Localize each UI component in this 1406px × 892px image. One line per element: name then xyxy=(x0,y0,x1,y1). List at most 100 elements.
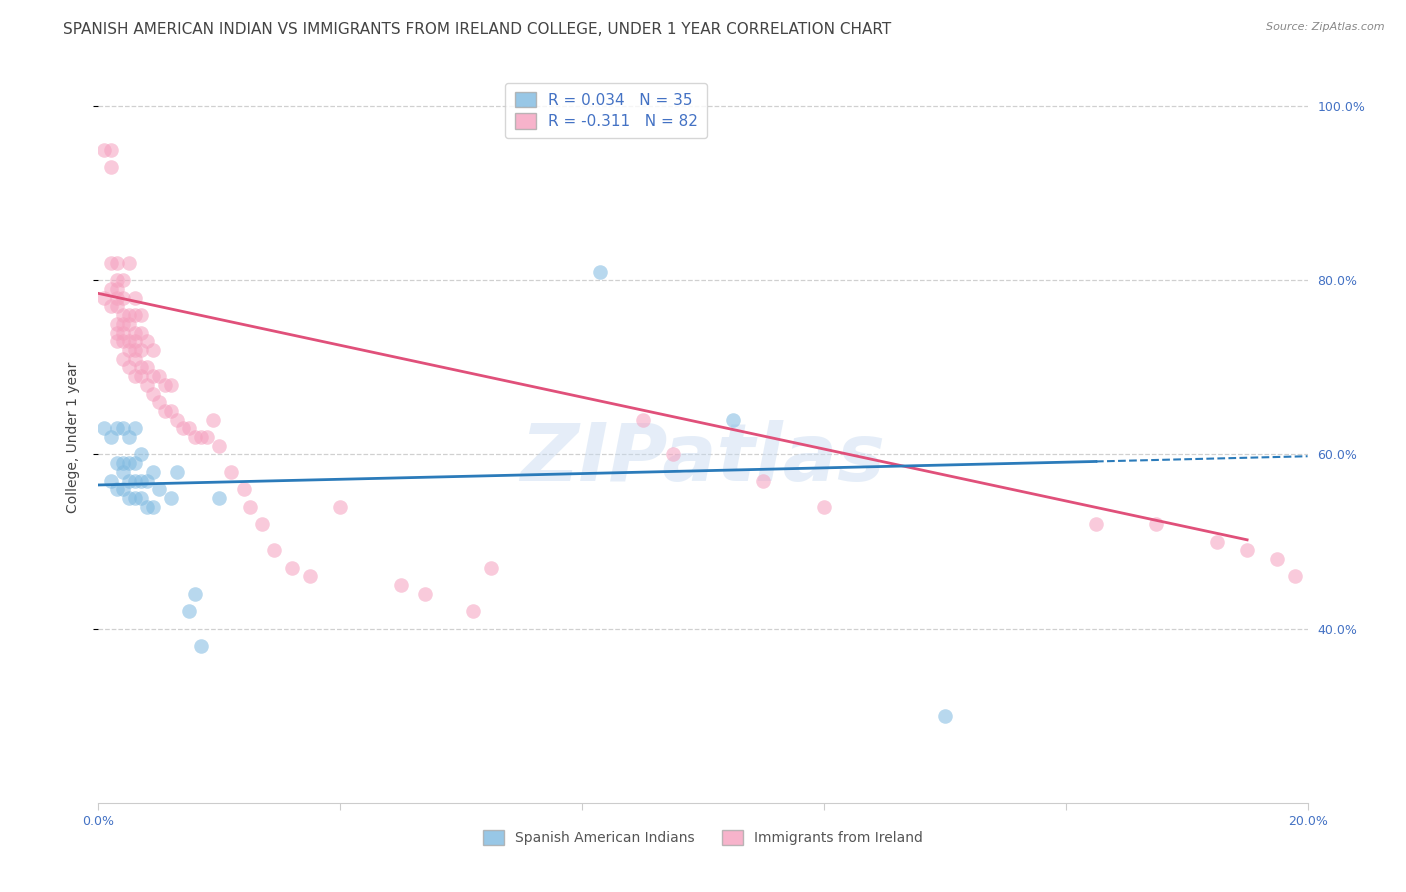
Point xyxy=(118,317,141,331)
Point xyxy=(221,465,243,479)
Point xyxy=(118,430,141,444)
Point xyxy=(111,308,134,322)
Point xyxy=(413,587,436,601)
Point xyxy=(281,560,304,574)
Text: SPANISH AMERICAN INDIAN VS IMMIGRANTS FROM IRELAND COLLEGE, UNDER 1 YEAR CORRELA: SPANISH AMERICAN INDIAN VS IMMIGRANTS FR… xyxy=(63,22,891,37)
Point xyxy=(160,491,183,505)
Point xyxy=(184,430,207,444)
Point xyxy=(111,273,134,287)
Point xyxy=(111,326,134,340)
Point xyxy=(100,282,122,296)
Point xyxy=(111,483,134,497)
Point xyxy=(118,308,141,322)
Point xyxy=(93,291,115,305)
Point xyxy=(124,343,146,357)
Point xyxy=(135,500,157,514)
Point xyxy=(111,351,134,366)
Point xyxy=(813,500,835,514)
Point xyxy=(129,343,152,357)
Point xyxy=(100,143,122,157)
Point xyxy=(160,377,183,392)
Point xyxy=(179,421,201,435)
Point xyxy=(148,395,170,409)
Point xyxy=(263,543,285,558)
Point xyxy=(239,500,262,514)
Point xyxy=(299,569,322,583)
Point xyxy=(105,483,128,497)
Point xyxy=(1267,552,1289,566)
Point xyxy=(389,578,412,592)
Text: ZIPatlas: ZIPatlas xyxy=(520,420,886,498)
Point xyxy=(129,474,152,488)
Point xyxy=(208,491,231,505)
Point xyxy=(752,474,775,488)
Point xyxy=(93,421,115,435)
Point xyxy=(934,708,956,723)
Point xyxy=(135,334,157,349)
Point xyxy=(135,377,157,392)
Point xyxy=(111,317,134,331)
Point xyxy=(202,412,225,426)
Point xyxy=(100,430,122,444)
Point xyxy=(129,448,152,462)
Point xyxy=(124,291,146,305)
Point xyxy=(481,560,503,574)
Point xyxy=(118,491,141,505)
Point xyxy=(105,326,128,340)
Point xyxy=(135,360,157,375)
Point xyxy=(118,334,141,349)
Point xyxy=(105,300,128,314)
Point xyxy=(129,308,152,322)
Point xyxy=(1236,543,1258,558)
Point xyxy=(1284,569,1306,583)
Point xyxy=(100,256,122,270)
Point xyxy=(153,404,176,418)
Point xyxy=(118,456,141,470)
Point xyxy=(166,412,188,426)
Point xyxy=(184,587,207,601)
Point xyxy=(118,360,141,375)
Point xyxy=(1085,517,1108,532)
Point xyxy=(100,474,122,488)
Point xyxy=(118,256,141,270)
Point xyxy=(111,334,134,349)
Point xyxy=(129,369,152,384)
Point xyxy=(142,343,165,357)
Point xyxy=(1206,534,1229,549)
Point xyxy=(723,412,745,426)
Point xyxy=(124,308,146,322)
Point xyxy=(463,604,485,618)
Point xyxy=(124,456,146,470)
Point xyxy=(105,282,128,296)
Point xyxy=(232,483,254,497)
Point xyxy=(631,412,654,426)
Point xyxy=(142,369,165,384)
Point xyxy=(208,439,231,453)
Point xyxy=(124,491,146,505)
Point xyxy=(142,386,165,401)
Point xyxy=(190,639,212,653)
Point xyxy=(93,143,115,157)
Point xyxy=(105,456,128,470)
Point xyxy=(105,256,128,270)
Point xyxy=(111,465,134,479)
Point xyxy=(105,421,128,435)
Point xyxy=(100,160,122,174)
Point xyxy=(105,334,128,349)
Point xyxy=(118,474,141,488)
Point xyxy=(142,465,165,479)
Point xyxy=(129,491,152,505)
Point xyxy=(124,369,146,384)
Point xyxy=(589,265,612,279)
Point xyxy=(124,474,146,488)
Point xyxy=(111,291,134,305)
Point xyxy=(124,326,146,340)
Point xyxy=(124,334,146,349)
Point xyxy=(100,300,122,314)
Point xyxy=(166,465,188,479)
Point xyxy=(111,421,134,435)
Point xyxy=(142,500,165,514)
Point xyxy=(135,474,157,488)
Text: Source: ZipAtlas.com: Source: ZipAtlas.com xyxy=(1267,22,1385,32)
Point xyxy=(250,517,273,532)
